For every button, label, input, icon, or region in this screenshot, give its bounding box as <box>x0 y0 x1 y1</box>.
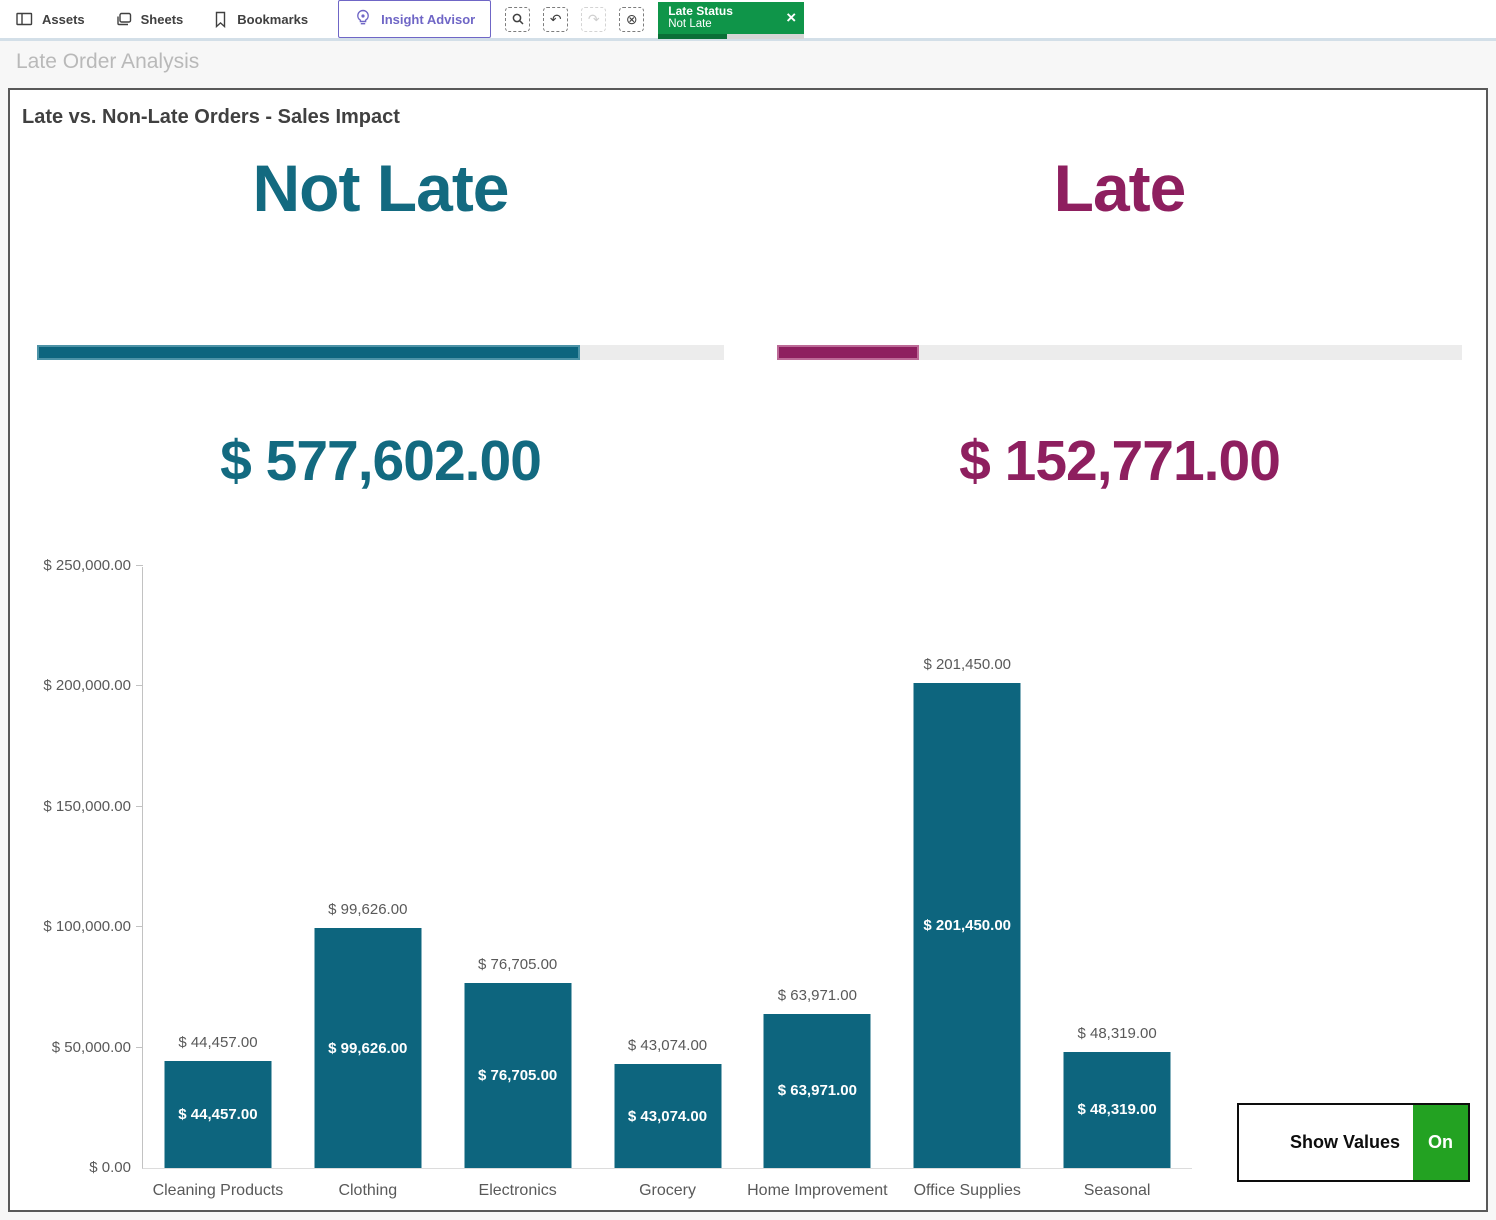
bar-slot: $ 44,457.00 $ 44,457.00 Cleaning Products <box>143 567 293 1199</box>
chart-card: Late vs. Non-Late Orders - Sales Impact … <box>8 88 1488 1212</box>
bar-slot: $ 43,074.00 $ 43,074.00 Grocery <box>593 567 743 1199</box>
x-axis-category-label: Seasonal <box>1083 1182 1151 1199</box>
bar-slot: $ 63,971.00 $ 63,971.00 Home Improvement <box>742 567 892 1199</box>
bar-slot: $ 201,450.00 $ 201,450.00 Office Supplies <box>892 567 1042 1199</box>
y-axis-tick-mark <box>136 1046 143 1048</box>
kpi-label-late: Late <box>1053 151 1187 225</box>
clear-selections-icon[interactable]: ⊗ <box>619 6 645 32</box>
bar-home-improvement[interactable]: $ 63,971.00 <box>763 1013 871 1168</box>
x-axis-category-label: Office Supplies <box>913 1182 1021 1199</box>
y-axis-tick-label: $ 100,000.00 <box>43 918 131 936</box>
insight-advisor-lightbulb-icon <box>354 9 372 30</box>
x-axis-category-label: Home Improvement <box>747 1182 888 1199</box>
y-axis-tick-label: $ 150,000.00 <box>43 797 131 815</box>
bar-slot: $ 99,626.00 $ 99,626.00 Clothing <box>293 567 443 1199</box>
show-values-label: Show Values <box>1289 1132 1400 1152</box>
selection-chip-late-status[interactable]: Late Status Not Late × <box>658 1 805 39</box>
y-axis-tick-mark <box>136 805 143 807</box>
bookmarks-label: Bookmarks <box>237 11 309 27</box>
bar-value-label-above: $ 48,319.00 <box>1077 1024 1157 1042</box>
selection-chip-selected-fill <box>658 33 727 39</box>
step-back-icon[interactable]: ↶ <box>543 6 569 32</box>
x-axis-category-label: Electronics <box>478 1182 557 1199</box>
gauge-not-late <box>37 345 724 360</box>
x-axis-category-label: Cleaning Products <box>152 1182 284 1199</box>
kpi-label-not-late: Not Late <box>252 151 510 225</box>
close-icon[interactable]: × <box>786 7 797 27</box>
y-axis-tick-label: $ 200,000.00 <box>43 677 131 695</box>
y-axis-tick-mark <box>136 565 143 566</box>
bar-electronics[interactable]: $ 76,705.00 <box>464 983 572 1168</box>
bar-value-label-above: $ 63,971.00 <box>777 986 857 1004</box>
bar-value-label-inside: $ 201,450.00 <box>923 916 1012 934</box>
y-axis-tick-mark <box>136 685 143 687</box>
step-forward-icon[interactable]: ↷ <box>581 6 607 32</box>
show-values-state-on[interactable]: On <box>1413 1105 1468 1180</box>
bar-cleaning-products[interactable]: $ 44,457.00 <box>164 1060 272 1168</box>
kpi-value-not-late: $ 577,602.00 <box>220 429 542 493</box>
bar-value-label-inside: $ 63,971.00 <box>777 1082 857 1100</box>
selection-chip-selected-bar <box>658 33 805 39</box>
kpi-section-not-late: Not Late $ 577,602.00 <box>37 90 724 1210</box>
bar-seasonal[interactable]: $ 48,319.00 <box>1063 1051 1171 1168</box>
smart-search-icon[interactable] <box>505 6 531 32</box>
gauge-late <box>777 345 1462 360</box>
bar-value-label-inside: $ 44,457.00 <box>178 1105 258 1123</box>
gauge-fill-not-late <box>37 345 581 360</box>
bookmarks-button[interactable]: Bookmarks <box>213 11 308 28</box>
bar-grocery[interactable]: $ 43,074.00 <box>614 1064 721 1168</box>
bar-chart-plot: $ 0.00 $ 50,000.00 $ 100,000.00 $ 150,000.0… <box>43 557 1192 1199</box>
insight-advisor-button[interactable]: Insight Advisor <box>338 0 492 38</box>
selection-chip-value: Not Late <box>668 18 712 30</box>
bookmark-icon <box>213 11 228 28</box>
bar-value-label-inside: $ 76,705.00 <box>478 1067 558 1085</box>
y-axis-tick-label: $ 250,000.00 <box>43 557 131 574</box>
toolbar: Assets Sheets Bookmarks Insight Advisor <box>0 0 1496 41</box>
bar-value-label-inside: $ 48,319.00 <box>1077 1101 1157 1119</box>
assets-label: Assets <box>42 11 85 27</box>
sheets-label: Sheets <box>140 11 184 27</box>
bar-slot: $ 48,319.00 $ 48,319.00 Seasonal <box>1042 567 1192 1199</box>
bar-slot: $ 76,705.00 $ 76,705.00 Electronics <box>443 567 593 1199</box>
kpi-section-late: Late $ 152,771.00 <box>777 90 1462 1210</box>
sheets-icon <box>115 11 132 27</box>
bar-clothing[interactable]: $ 99,626.00 <box>314 928 422 1168</box>
bar-value-label-above: $ 99,626.00 <box>328 901 408 919</box>
sheets-button[interactable]: Sheets <box>115 11 184 27</box>
bar-value-label-above: $ 43,074.00 <box>627 1037 708 1055</box>
insight-advisor-label: Insight Advisor <box>381 11 476 27</box>
gauge-fill-late <box>777 345 919 360</box>
y-axis-tick-label: $ 0.00 <box>89 1159 131 1176</box>
bar-value-label-above: $ 76,705.00 <box>478 956 558 974</box>
x-axis-category-label: Grocery <box>639 1182 696 1199</box>
sheet-title: Late Order Analysis <box>16 50 200 73</box>
bar-value-label-above: $ 201,450.00 <box>923 655 1012 673</box>
bar-value-label-inside: $ 99,626.00 <box>328 1039 408 1057</box>
assets-button[interactable]: Assets <box>16 11 85 27</box>
bar-value-label-inside: $ 43,074.00 <box>627 1107 708 1125</box>
selection-toolbar: ↶ ↷ ⊗ <box>505 6 645 32</box>
y-axis-tick-mark <box>136 926 143 928</box>
bar-value-label-above: $ 44,457.00 <box>178 1033 258 1051</box>
chart-title: Late vs. Non-Late Orders - Sales Impact <box>22 106 400 128</box>
show-values-toggle[interactable]: Show Values On <box>1237 1103 1470 1182</box>
y-axis-tick-label: $ 50,000.00 <box>51 1038 131 1056</box>
bar-office-supplies[interactable]: $ 201,450.00 <box>913 682 1021 1168</box>
selection-chip-field: Late Status <box>668 4 733 18</box>
x-axis-category-label: Clothing <box>338 1182 398 1199</box>
kpi-value-late: $ 152,771.00 <box>959 429 1281 493</box>
assets-panel-icon <box>16 11 33 27</box>
